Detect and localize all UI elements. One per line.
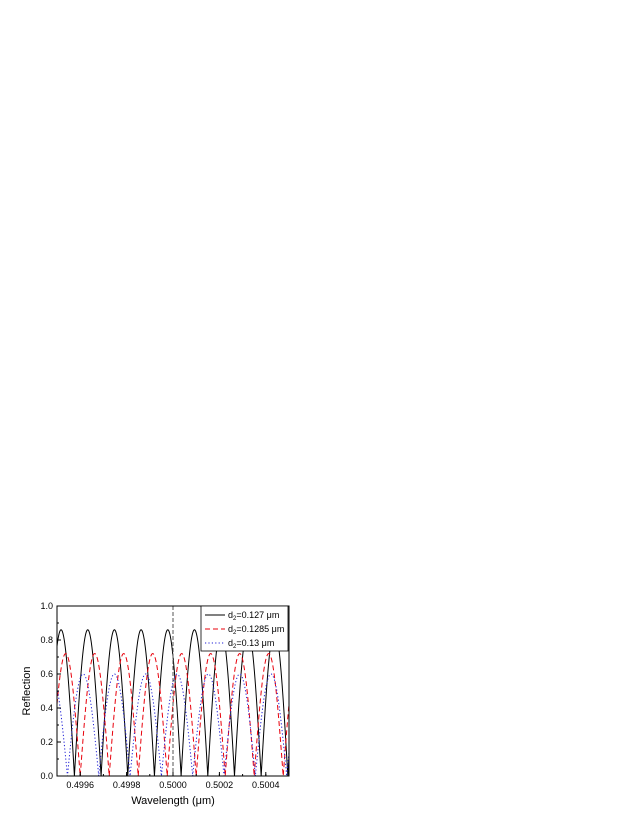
series-line-2 [57, 673, 289, 776]
y-tick-label-5: 1.0 [40, 601, 53, 611]
legend-label-0: d2=0.127 μm [228, 610, 279, 622]
y-tick-label-0: 0.0 [40, 771, 53, 781]
y-tick-label-4: 0.8 [40, 635, 53, 645]
x-axis: 0.4996 0.4998 0.5000 0.5002 0.5004 [56, 772, 290, 790]
y-tick-label-1: 0.2 [40, 737, 53, 747]
x-axis-title: Wavelength (μm) [131, 795, 215, 807]
y-tick-label-3: 0.6 [40, 669, 53, 679]
x-tick-label-2: 0.5000 [159, 780, 187, 790]
x-tick-label-0: 0.4996 [66, 780, 94, 790]
y-axis-title: Reflection [21, 667, 33, 716]
legend-label-2: d2=0.13 μm [228, 638, 274, 650]
series-line-1 [57, 653, 289, 776]
x-tick-label-1: 0.4998 [113, 780, 141, 790]
legend: d2=0.127 μm d2=0.1285 μm d2=0.13 μm [200, 605, 289, 652]
y-tick-label-2: 0.4 [40, 703, 53, 713]
x-tick-label-3: 0.5002 [206, 780, 234, 790]
y-axis: 0.0 0.2 0.4 0.6 0.8 1.0 [40, 601, 61, 781]
x-tick-label-4: 0.5004 [252, 780, 280, 790]
legend-label-1: d2=0.1285 μm [228, 624, 284, 636]
